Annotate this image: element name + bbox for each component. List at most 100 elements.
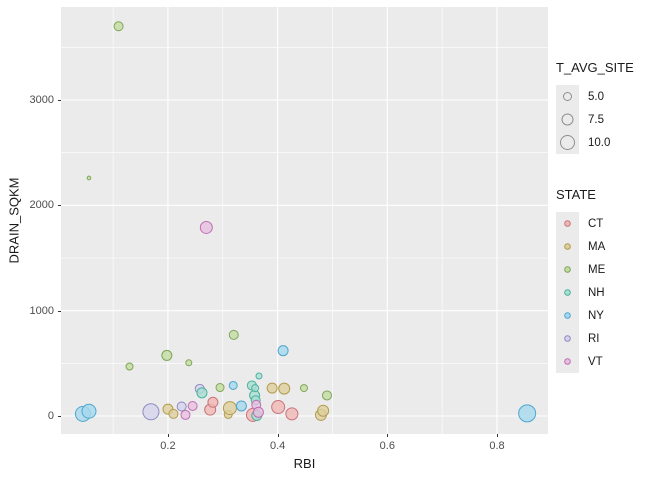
size-legend-item-glyph [563,92,572,101]
size-legend-item: 7.5 [556,108,634,131]
state-legend-item-glyph [564,312,571,319]
scatter-plot-canvas [61,7,548,434]
state-legend-item: ME [556,258,605,281]
state-legend-item-label: MA [588,240,606,253]
y-tick-label: 2000 [29,199,54,212]
x-tick-mark [387,434,389,437]
state-legend-item-key-icon [556,258,579,281]
data-point-NY [277,345,289,357]
data-point-ME [299,384,308,393]
size-legend-item-glyph [560,135,575,150]
data-point-NY [518,404,537,423]
y-tick-mark [58,310,61,312]
data-point-NY [81,403,97,419]
data-point-ME [321,390,332,401]
state-legend-item: RI [556,327,605,350]
y-axis-title: DRAIN_SQKM [6,177,22,264]
state-legend-item-glyph [564,243,571,250]
state-legend-item-key-icon [556,235,579,258]
data-point-RI [176,401,187,412]
data-point-ME [228,329,239,340]
data-point-NH [251,384,260,393]
state-legend-item: VT [556,350,605,373]
size-legend-rows: 5.0 7.5 10.0 [556,85,634,154]
state-key-circle [564,266,571,273]
state-legend-item-glyph [564,289,571,296]
y-tick-label: 3000 [29,94,54,106]
size-legend: T_AVG_SITE 5.0 7.5 10.0 [556,60,634,154]
state-legend-item-label: NH [588,286,605,299]
state-key-circle [564,289,571,296]
y-tick-mark [58,415,61,417]
state-legend-title: STATE [556,187,596,202]
y-tick-label: 0 [47,409,54,422]
data-point-ME [185,359,193,367]
state-key-circle [564,220,571,227]
size-legend-item-key-icon [556,108,579,131]
data-point-CT [285,407,299,421]
state-legend-item-key-icon [556,212,579,235]
size-legend-item-label: 10.0 [588,136,611,149]
state-legend-item-label: VT [588,355,603,368]
x-tick-label: 0.2 [160,440,176,452]
data-point-ME [161,349,173,361]
state-legend-item: MA [556,235,605,258]
state-legend: STATE CT MA ME NH NY RI VT [556,187,605,373]
x-tick-mark [167,434,169,437]
state-legend-item-key-icon [556,327,579,350]
data-point-MA [266,382,278,394]
data-point-NY [228,380,238,390]
size-legend-item-label: 5.0 [588,90,604,103]
state-legend-item-glyph [564,358,571,365]
state-legend-item-label: CT [588,217,604,230]
state-legend-item-glyph [564,266,571,273]
state-legend-item-label: ME [588,263,606,276]
size-legend-item-glyph [561,113,574,126]
x-tick-mark [496,434,498,437]
size-legend-item: 5.0 [556,85,634,108]
data-point-MA [317,404,330,417]
state-legend-item-glyph [564,335,571,342]
state-legend-item-label: RI [588,332,600,345]
data-point-ME [215,383,225,393]
data-point-MA [278,382,291,395]
state-legend-item: NH [556,281,605,304]
x-tick-mark [277,434,279,437]
data-point-NH [196,387,208,399]
data-point-ME [113,21,124,32]
state-legend-item-key-icon [556,304,579,327]
state-legend-rows: CT MA ME NH NY RI VT [556,212,605,373]
data-point-MA [168,408,179,419]
state-legend-item: CT [556,212,605,235]
data-point-ME [125,362,134,371]
plot-panel [61,7,548,434]
size-legend-item-label: 7.5 [588,113,604,126]
state-legend-item-key-icon [556,281,579,304]
x-axis-title: RBI [293,456,316,471]
state-legend-item: NY [556,304,605,327]
size-key-circle [561,113,574,126]
data-point-NH [255,372,263,380]
x-tick-label: 0.8 [489,440,505,452]
state-legend-item-glyph [564,220,571,227]
x-tick-label: 0.6 [379,440,395,452]
y-tick-mark [58,100,61,101]
data-point-VT [187,400,198,411]
data-point-CT [207,396,219,408]
data-point-VT [252,406,264,418]
state-legend-item-label: NY [588,309,604,322]
x-tick-label: 0.4 [269,440,286,452]
y-tick-mark [58,205,61,207]
state-key-circle [564,335,571,342]
size-legend-item-key-icon [556,85,579,108]
data-point-ME [86,175,92,181]
size-legend-item: 10.0 [556,131,634,154]
size-legend-title: T_AVG_SITE [556,60,634,75]
state-legend-item-key-icon [556,350,579,373]
state-key-circle [564,312,571,319]
state-key-circle [564,358,571,365]
data-point-NY [235,400,247,412]
data-point-VT [180,409,191,420]
size-key-circle [560,135,575,150]
